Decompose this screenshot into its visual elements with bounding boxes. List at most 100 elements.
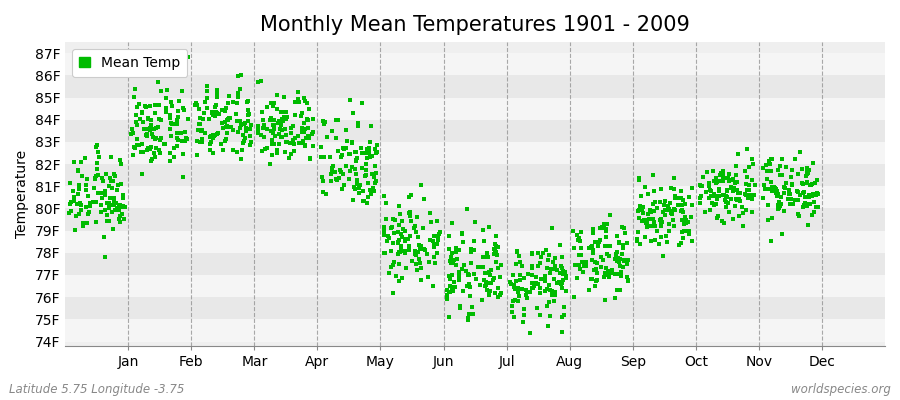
Point — [588, 283, 602, 289]
Point — [216, 125, 230, 131]
Point — [220, 116, 235, 122]
Point — [603, 242, 617, 249]
Point — [276, 114, 291, 120]
Point — [694, 193, 708, 200]
Point — [354, 145, 368, 152]
Point — [294, 124, 309, 131]
Point — [606, 270, 620, 277]
Point — [676, 235, 690, 242]
Point — [702, 180, 716, 186]
Point — [265, 140, 279, 146]
Point — [548, 290, 562, 296]
Point — [594, 224, 608, 230]
Point — [136, 149, 150, 156]
Point — [405, 258, 419, 264]
Bar — [65, 142, 885, 164]
Point — [734, 204, 749, 210]
Point — [508, 286, 523, 292]
Point — [338, 127, 353, 133]
Point — [233, 118, 248, 124]
Point — [104, 209, 119, 216]
Point — [810, 190, 824, 196]
Point — [616, 264, 630, 270]
Point — [646, 200, 661, 207]
Point — [286, 137, 301, 143]
Point — [104, 178, 118, 185]
Point — [446, 272, 460, 278]
Point — [666, 175, 680, 181]
Point — [203, 139, 218, 145]
Point — [518, 292, 533, 298]
Point — [392, 240, 406, 246]
Point — [302, 133, 316, 139]
Point — [598, 228, 613, 234]
Point — [550, 266, 564, 273]
Point — [482, 292, 497, 299]
Point — [254, 78, 268, 84]
Point — [670, 194, 685, 201]
Point — [477, 277, 491, 284]
Point — [164, 99, 178, 106]
Point — [116, 192, 130, 198]
Point — [336, 144, 350, 151]
Point — [110, 205, 124, 211]
Point — [582, 287, 597, 294]
Point — [401, 246, 416, 253]
Point — [115, 204, 130, 210]
Point — [422, 237, 436, 243]
Point — [722, 208, 736, 215]
Point — [612, 259, 626, 265]
Point — [95, 178, 110, 184]
Point — [141, 145, 156, 151]
Point — [220, 117, 235, 124]
Point — [492, 292, 507, 298]
Point — [384, 225, 399, 232]
Point — [762, 186, 777, 192]
Point — [790, 188, 805, 194]
Point — [745, 177, 760, 184]
Point — [267, 141, 282, 148]
Point — [72, 211, 86, 218]
Point — [286, 138, 301, 144]
Point — [771, 206, 786, 212]
Point — [572, 266, 587, 272]
Point — [755, 165, 770, 171]
Point — [340, 138, 355, 144]
Point — [681, 219, 696, 226]
Point — [462, 310, 476, 317]
Point — [345, 139, 359, 146]
Point — [288, 99, 302, 105]
Point — [489, 258, 503, 265]
Point — [475, 297, 490, 303]
Point — [772, 199, 787, 206]
Point — [644, 238, 659, 244]
Point — [719, 175, 733, 182]
Point — [140, 131, 154, 138]
Point — [256, 122, 271, 128]
Point — [442, 313, 456, 320]
Point — [89, 218, 104, 225]
Point — [416, 225, 430, 231]
Point — [654, 219, 669, 226]
Point — [668, 195, 682, 201]
Point — [408, 248, 422, 254]
Point — [190, 138, 204, 144]
Point — [195, 136, 210, 142]
Bar — [65, 253, 885, 275]
Y-axis label: Temperature: Temperature — [15, 150, 29, 238]
Point — [572, 234, 587, 241]
Point — [796, 202, 811, 208]
Point — [398, 228, 412, 234]
Point — [443, 258, 457, 264]
Point — [83, 200, 97, 206]
Point — [479, 270, 493, 277]
Point — [745, 196, 760, 202]
Point — [299, 134, 313, 141]
Point — [785, 180, 799, 187]
Point — [284, 150, 299, 157]
Point — [584, 244, 598, 250]
Point — [178, 129, 193, 135]
Point — [675, 197, 689, 203]
Point — [175, 88, 189, 94]
Point — [220, 130, 234, 136]
